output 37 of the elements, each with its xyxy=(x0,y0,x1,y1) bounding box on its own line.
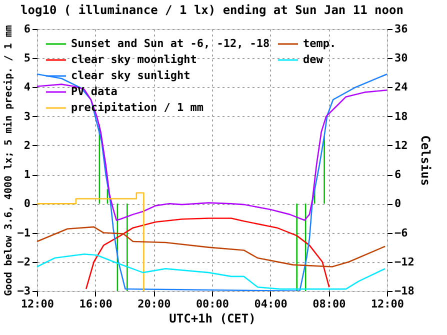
x-axis-title: UTC+1h (CET) xyxy=(169,312,256,326)
y-tick-label: 5 xyxy=(24,52,30,65)
x-tick-label: 16:00 xyxy=(79,298,112,310)
y2-tick-label: 6 xyxy=(394,168,402,182)
y-tick-label: 0 xyxy=(24,197,30,210)
y-tick-label: 6 xyxy=(24,22,31,36)
x-tick-label: 12:00 xyxy=(20,298,54,310)
chart-title: log10 ( illuminance / 1 lx) ending at Sun Jan 11 noon xyxy=(20,3,404,17)
y2-tick-label: −12 xyxy=(394,255,414,268)
x-tick-label: 20:00 xyxy=(138,298,171,310)
legend-label: temp. xyxy=(303,37,336,50)
x-tick-label: 04:00 xyxy=(254,298,288,310)
y-tick-label: −2 xyxy=(17,255,30,268)
y-tick-label: 2 xyxy=(24,138,30,152)
y-axis-title: Good below 3.6, 4000 lx; 5 min precip. / 1 mm xyxy=(2,25,14,296)
y2-tick-label: −18 xyxy=(394,284,414,298)
legend-label: clear sky sunlight xyxy=(71,69,190,82)
y2-tick-label: 18 xyxy=(394,110,408,123)
legend-label: dew xyxy=(303,53,324,66)
x-tick-label: 00:00 xyxy=(196,298,230,310)
y2-tick-label: −6 xyxy=(394,226,408,240)
y2-tick-label: 12 xyxy=(394,138,408,152)
x-tick-label: 12:00 xyxy=(370,298,404,310)
x-tick-label: 08:00 xyxy=(312,298,346,310)
y-tick-label: 4 xyxy=(24,80,31,94)
y-tick-label: 1 xyxy=(24,168,31,182)
y-tick-label: 3 xyxy=(24,110,30,123)
legend-label: PV data xyxy=(71,85,118,98)
legend-label: Sunset and Sun at -6, -12, -18 xyxy=(71,37,270,50)
y-tick-label: −3 xyxy=(17,284,30,298)
y2-tick-label: 30 xyxy=(394,52,408,65)
y2-tick-label: 24 xyxy=(394,80,408,94)
y2-tick-label: 36 xyxy=(394,22,408,36)
legend-label: clear sky moonlight xyxy=(71,53,197,66)
y2-tick-label: 0 xyxy=(394,197,402,210)
y2-axis-title: Celsius xyxy=(418,135,432,186)
y-tick-label: −1 xyxy=(17,226,31,240)
